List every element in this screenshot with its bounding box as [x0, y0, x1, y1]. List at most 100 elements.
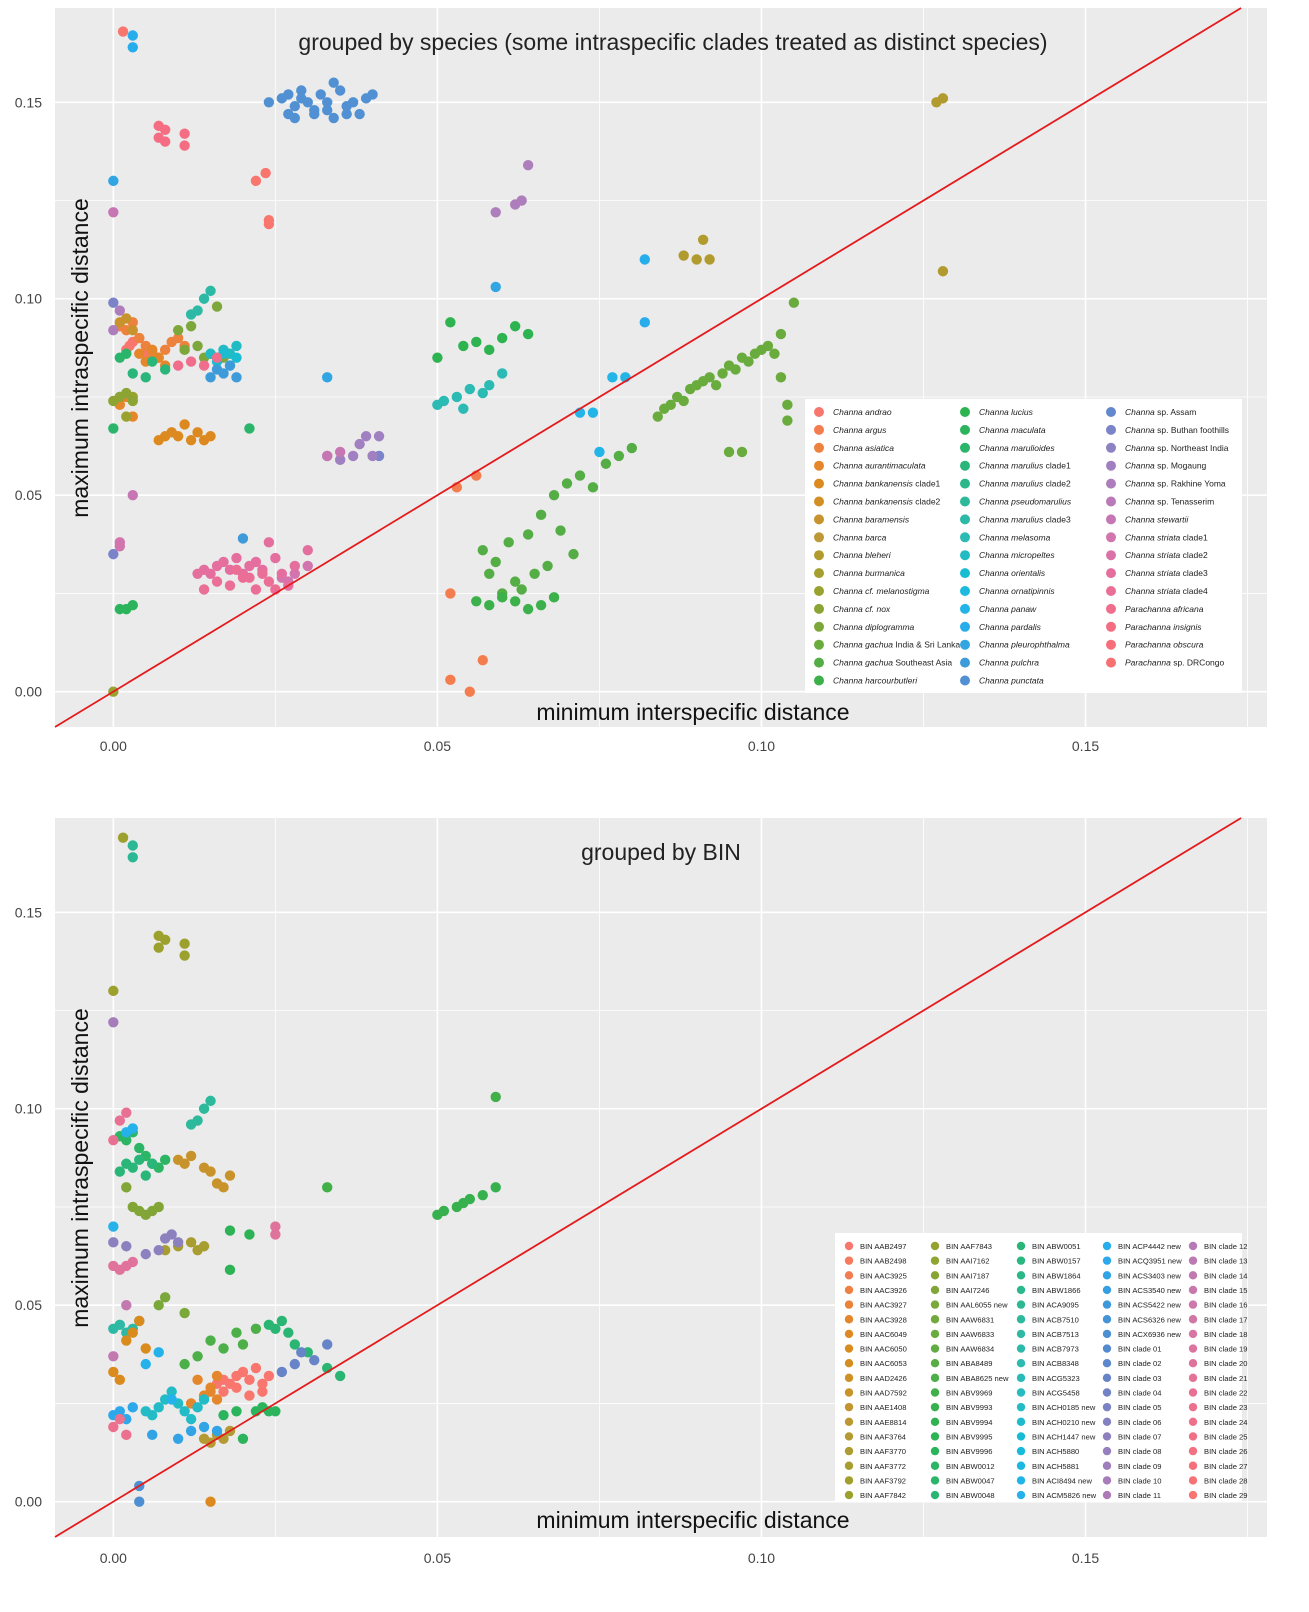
data-point	[127, 600, 138, 611]
legend-swatch	[1102, 1476, 1112, 1485]
legend-label: BIN clade 18	[1204, 1330, 1247, 1339]
legend-swatch	[1188, 1329, 1198, 1339]
legend-taxon-qualifier: clade2	[1180, 550, 1208, 560]
legend-entry: Parachanna insignis	[1106, 621, 1202, 632]
legend-entry: BIN AAI7246	[930, 1285, 989, 1295]
data-point	[218, 1182, 229, 1193]
legend-label: Channa sp. Rakhine Yoma	[1125, 479, 1226, 489]
data-point	[192, 1402, 203, 1413]
legend-swatch	[960, 442, 970, 453]
legend-swatch	[1016, 1285, 1026, 1295]
data-point	[231, 1406, 242, 1417]
legend-entry: BIN ACB7513	[1016, 1329, 1079, 1339]
legend-label: BIN ACS3540 new	[1118, 1286, 1181, 1295]
legend-swatch	[814, 424, 824, 435]
data-point	[762, 340, 774, 352]
legend-swatch	[930, 1432, 940, 1441]
legend-taxon-name: Channa marulius	[979, 461, 1044, 471]
data-point	[179, 344, 190, 356]
legend-swatch	[960, 496, 970, 507]
legend-taxon-name: Channa gachua	[833, 658, 893, 668]
data-point	[108, 985, 119, 997]
legend-label: Channa barca	[833, 532, 887, 542]
x-tick-label: 0.15	[1072, 738, 1099, 754]
data-point	[127, 489, 138, 501]
data-point	[218, 1343, 229, 1354]
data-point	[134, 1142, 145, 1154]
data-point	[121, 348, 132, 359]
legend-swatch	[960, 424, 970, 435]
legend-swatch	[960, 621, 970, 632]
legend-label: Channa andrao	[833, 407, 892, 417]
legend-entry: BIN clade 13	[1188, 1256, 1247, 1266]
legend-label: Channa pulchra	[979, 658, 1039, 668]
data-point	[218, 556, 229, 568]
data-point	[270, 1406, 281, 1417]
legend-taxon-name: Channa striata	[1125, 550, 1181, 560]
legend-taxon-name: Parachanna africana	[1125, 604, 1204, 614]
legend-label: BIN ABV9993	[946, 1403, 992, 1412]
data-point	[270, 1229, 281, 1240]
legend-label: BIN ABW0048	[946, 1491, 995, 1500]
data-point	[205, 1166, 216, 1177]
data-point	[117, 26, 129, 37]
legend-taxon-qualifier: sp. Assam	[1155, 407, 1197, 417]
data-point	[127, 840, 138, 851]
data-point	[322, 1182, 333, 1193]
legend-label: Channa panaw	[979, 604, 1037, 614]
legend-entry: BIN ACX6936 new	[1102, 1329, 1181, 1339]
legend-swatch	[960, 639, 970, 650]
legend-label: BIN ACH0185 new	[1032, 1403, 1096, 1412]
data-point	[121, 1134, 132, 1146]
legend-taxon-qualifier: Southeast Asia	[893, 658, 952, 668]
data-point	[244, 1390, 255, 1401]
legend-label: BIN AAW6833	[946, 1330, 994, 1339]
legend-label: BIN clade 19	[1204, 1345, 1247, 1354]
legend-swatch	[1016, 1402, 1026, 1412]
legend-label: Channa sp. Assam	[1125, 407, 1196, 417]
legend-label: BIN AAC3926	[860, 1286, 907, 1295]
data-point	[309, 1354, 320, 1366]
data-point	[322, 1339, 333, 1350]
legend-entry: Parachanna obscura	[1106, 639, 1204, 650]
legend-label: BIN AAL6055 new	[946, 1301, 1008, 1310]
legend-swatch	[1188, 1388, 1198, 1397]
legend-entry: Channa pardalis	[960, 621, 1042, 632]
data-point	[140, 1170, 151, 1181]
legend-swatch	[814, 514, 824, 525]
legend-swatch	[844, 1285, 854, 1295]
legend-swatch	[930, 1446, 940, 1456]
legend-entry: Channa diplogramma	[814, 621, 915, 632]
legend-label: BIN clade 11	[1118, 1491, 1161, 1500]
data-point	[147, 1429, 158, 1441]
data-point	[159, 124, 171, 135]
legend-entry: BIN AAW6833	[930, 1329, 994, 1339]
legend-box	[805, 399, 1242, 693]
x-tick-label: 0.15	[1072, 1550, 1099, 1566]
legend-label: Channa diplogramma	[833, 622, 915, 632]
data-point	[529, 568, 540, 579]
data-point	[730, 364, 741, 375]
legend-label: BIN AAC3928	[860, 1315, 907, 1324]
legend-entry: BIN AAB2497	[844, 1241, 906, 1251]
data-point	[192, 1115, 203, 1126]
data-point	[192, 1374, 203, 1386]
legend-entry: Parachanna sp. DRCongo	[1106, 657, 1225, 668]
data-point	[250, 1323, 262, 1334]
legend-entry: BIN clade 22	[1188, 1388, 1247, 1398]
legend-label: BIN AAI7246	[946, 1286, 989, 1295]
legend-entry: BIN clade 29	[1188, 1490, 1247, 1500]
data-point	[522, 328, 534, 340]
data-point	[153, 942, 164, 953]
legend-entry: Channa cf. melanostigma	[814, 586, 930, 596]
data-point	[244, 1229, 255, 1240]
data-point	[490, 556, 501, 568]
x-axis-label: minimum interspecific distance	[536, 1507, 849, 1533]
data-point	[464, 1193, 476, 1205]
data-point	[147, 356, 158, 367]
data-point	[108, 1421, 119, 1433]
legend-label: BIN ACS5422 new	[1118, 1301, 1181, 1310]
data-point	[185, 1425, 197, 1437]
legend-label: BIN ACM5826 new	[1032, 1491, 1097, 1500]
data-point	[263, 97, 275, 108]
